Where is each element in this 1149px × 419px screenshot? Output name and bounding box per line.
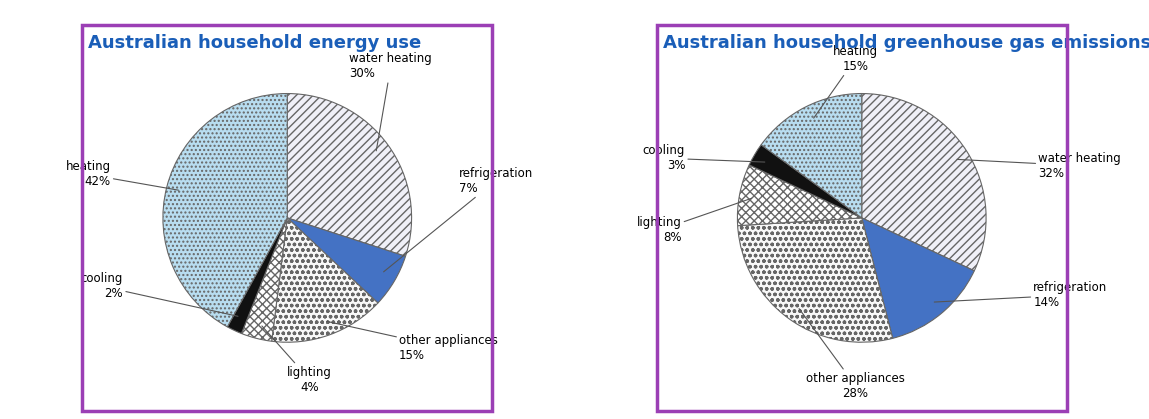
Wedge shape	[163, 93, 287, 327]
Text: other appliances
15%: other appliances 15%	[327, 321, 498, 362]
Text: water heating
32%: water heating 32%	[957, 152, 1121, 180]
Text: lighting
4%: lighting 4%	[262, 326, 332, 393]
Wedge shape	[761, 93, 862, 218]
Wedge shape	[241, 218, 287, 341]
Text: refrigeration
7%: refrigeration 7%	[384, 167, 533, 272]
Text: heating
42%: heating 42%	[65, 160, 178, 190]
Text: refrigeration
14%: refrigeration 14%	[934, 281, 1108, 309]
Wedge shape	[738, 165, 862, 226]
Wedge shape	[287, 93, 411, 256]
Text: Australian household greenhouse gas emissions: Australian household greenhouse gas emis…	[663, 34, 1149, 52]
Text: water heating
30%: water heating 30%	[349, 52, 432, 151]
Wedge shape	[749, 145, 862, 218]
Text: cooling
2%: cooling 2%	[80, 272, 238, 316]
Text: heating
15%: heating 15%	[813, 45, 878, 118]
Text: Australian household energy use: Australian household energy use	[88, 34, 422, 52]
Wedge shape	[862, 93, 986, 271]
Wedge shape	[287, 218, 406, 303]
Wedge shape	[862, 218, 974, 338]
Text: lighting
8%: lighting 8%	[637, 198, 751, 244]
Wedge shape	[228, 218, 287, 334]
Wedge shape	[271, 218, 378, 342]
Text: other appliances
28%: other appliances 28%	[799, 309, 905, 400]
Wedge shape	[738, 218, 893, 342]
Text: cooling
3%: cooling 3%	[642, 144, 765, 172]
